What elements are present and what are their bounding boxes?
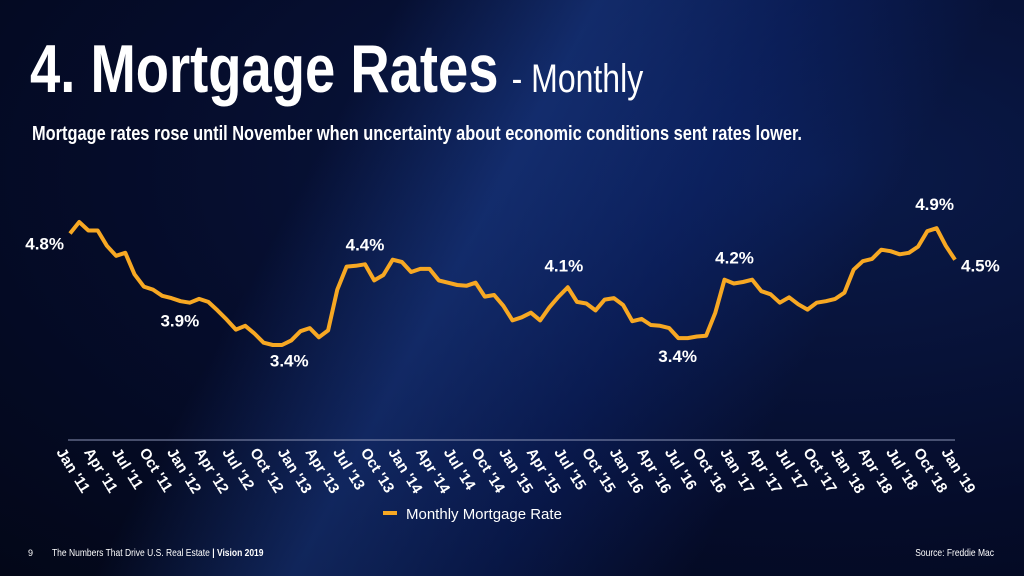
data-label: 4.9% xyxy=(915,195,954,214)
chart-title: 4. Mortgage Rates xyxy=(30,31,498,107)
data-label: 4.8% xyxy=(25,235,64,254)
source: Source: Freddie Mac xyxy=(915,547,994,558)
description: Mortgage rates rose until November when … xyxy=(32,121,802,144)
data-label: 4.4% xyxy=(346,235,385,254)
footer: The Numbers That Drive U.S. Real Estate … xyxy=(52,547,264,558)
data-label: 4.5% xyxy=(961,257,1000,276)
data-line xyxy=(68,220,957,347)
heading: 4. Mortgage Rates - Monthly xyxy=(30,31,644,107)
data-label: 3.9% xyxy=(160,312,199,331)
data-label: 4.2% xyxy=(715,249,754,268)
chart-subtitle: - Monthly xyxy=(512,56,644,101)
footer-brand: | Vision 2019 xyxy=(212,547,263,558)
data-label: 3.4% xyxy=(658,347,697,366)
data-label: 3.4% xyxy=(270,351,309,370)
footer-text: The Numbers That Drive U.S. Real Estate xyxy=(52,547,212,558)
data-label: 4.1% xyxy=(544,256,583,275)
page-number: 9 xyxy=(28,548,33,558)
legend-label: Monthly Mortgage Rate xyxy=(406,506,562,523)
